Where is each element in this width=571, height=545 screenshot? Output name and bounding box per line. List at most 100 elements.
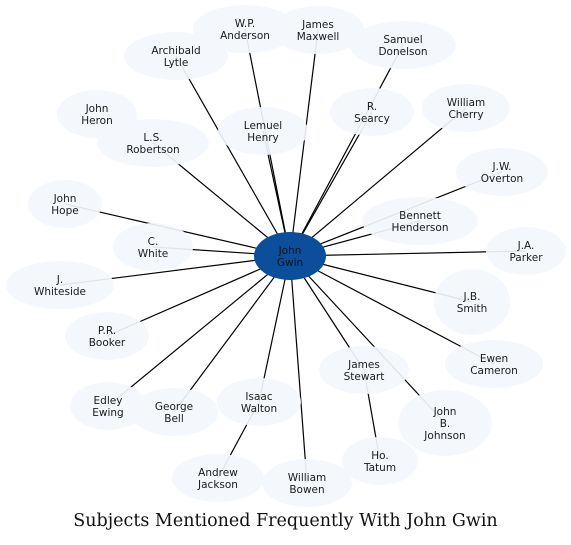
node-label-line: James (347, 359, 380, 371)
node-label-line: Jackson (197, 479, 238, 491)
node-bubble (193, 5, 297, 53)
node-bubble (456, 148, 548, 196)
hub-label-line: Gwin (277, 257, 303, 269)
node-jb-smith[interactable]: J.B.Smith (434, 269, 510, 335)
node-label-line: Cameron (470, 365, 518, 377)
node-c-white[interactable]: C.White (113, 223, 193, 271)
node-label-line: George (155, 401, 193, 413)
node-label-line: Booker (89, 337, 126, 349)
node-label-line: Donelson (378, 46, 427, 58)
node-bubble (70, 382, 146, 430)
edge-john-gwin-john-b-johnson (289, 255, 446, 424)
node-bubble (350, 21, 456, 69)
edge-john-gwin-william-cherry (289, 107, 467, 257)
node-bubble (6, 261, 114, 309)
node-label-line: Cherry (448, 109, 483, 121)
node-bubble (422, 84, 510, 132)
node-ho-tatum[interactable]: Ho.Tatum (342, 437, 418, 485)
node-bubble (434, 269, 510, 335)
node-label-line: James (301, 19, 334, 31)
edge-john-gwin-edley-ewing (107, 255, 291, 407)
node-label-line: C. (148, 236, 159, 248)
node-bubble (486, 227, 566, 275)
node-label-line: Smith (457, 303, 488, 315)
edge-john-gwin-george-bell (173, 255, 291, 413)
hub-label-line: John (278, 245, 302, 257)
node-bubble (130, 388, 218, 436)
node-ls-robertson[interactable]: L.S.Robertson (97, 119, 209, 167)
node-label-line: William (447, 97, 485, 109)
node-label-line: P.R. (98, 325, 116, 337)
node-bubble (398, 390, 492, 456)
node-label-line: White (138, 248, 169, 260)
node-label-line: Maxwell (297, 31, 340, 43)
node-label-line: Ewing (92, 407, 123, 419)
node-label-line: John (85, 103, 109, 115)
node-label-line: John (53, 193, 77, 205)
node-bubble (342, 437, 418, 485)
node-bubble (65, 312, 149, 360)
node-pr-booker[interactable]: P.R.Booker (65, 312, 149, 360)
node-label-line: Isaac (245, 391, 272, 403)
node-label-line: Whiteside (34, 286, 86, 298)
edge-john-gwin-william-bowen (289, 255, 308, 484)
node-label-line: W.P. (235, 18, 256, 30)
edge-john-gwin-r-searcy (289, 111, 373, 257)
node-bubble (113, 223, 193, 271)
node-j-whiteside[interactable]: J.Whiteside (6, 261, 114, 309)
node-jw-overton[interactable]: J.W.Overton (456, 148, 548, 196)
edge-john-gwin-archibald-lytle (175, 55, 291, 257)
edge-john-gwin-ewen-cameron (289, 255, 495, 365)
node-bubble (330, 88, 414, 136)
node-wp-anderson[interactable]: W.P.Anderson (193, 5, 297, 53)
edge-john-gwin-isaac-walton (258, 255, 291, 403)
hub-bubble (254, 232, 326, 280)
node-label-line: Edley (94, 395, 123, 407)
node-label-line: J.B. (463, 291, 481, 303)
edge-john-gwin-samuel-donelson (289, 44, 404, 257)
node-label-line: Archibald (151, 45, 200, 57)
node-label-line: L.S. (143, 132, 162, 144)
node-bubble (97, 119, 209, 167)
node-label-line: J.W. (492, 161, 512, 173)
node-bubble (217, 378, 301, 426)
node-bubble (28, 180, 102, 228)
node-bubble (218, 107, 308, 155)
diagram-caption: Subjects Mentioned Frequently With John … (73, 511, 498, 531)
node-bubble (262, 459, 352, 507)
node-label-line: Lemuel (244, 120, 282, 132)
edge-john-gwin-james-maxwell (289, 29, 319, 257)
node-label-line: Bell (164, 413, 184, 425)
node-label-line: J. (56, 274, 63, 286)
node-label-line: Heron (81, 115, 113, 127)
node-bubble (362, 197, 478, 245)
node-label-line: Tatum (363, 462, 396, 474)
node-label-line: Lytle (164, 57, 189, 69)
node-ja-parker[interactable]: J.A.Parker (486, 227, 566, 275)
node-r-searcy[interactable]: R.Searcy (330, 88, 414, 136)
node-bubble (172, 454, 264, 502)
node-bubble (124, 32, 228, 80)
node-label-line: Ho. (371, 450, 388, 462)
node-label-line: Robertson (126, 144, 179, 156)
node-label-line: B. (440, 418, 451, 430)
node-bubble (445, 340, 543, 388)
